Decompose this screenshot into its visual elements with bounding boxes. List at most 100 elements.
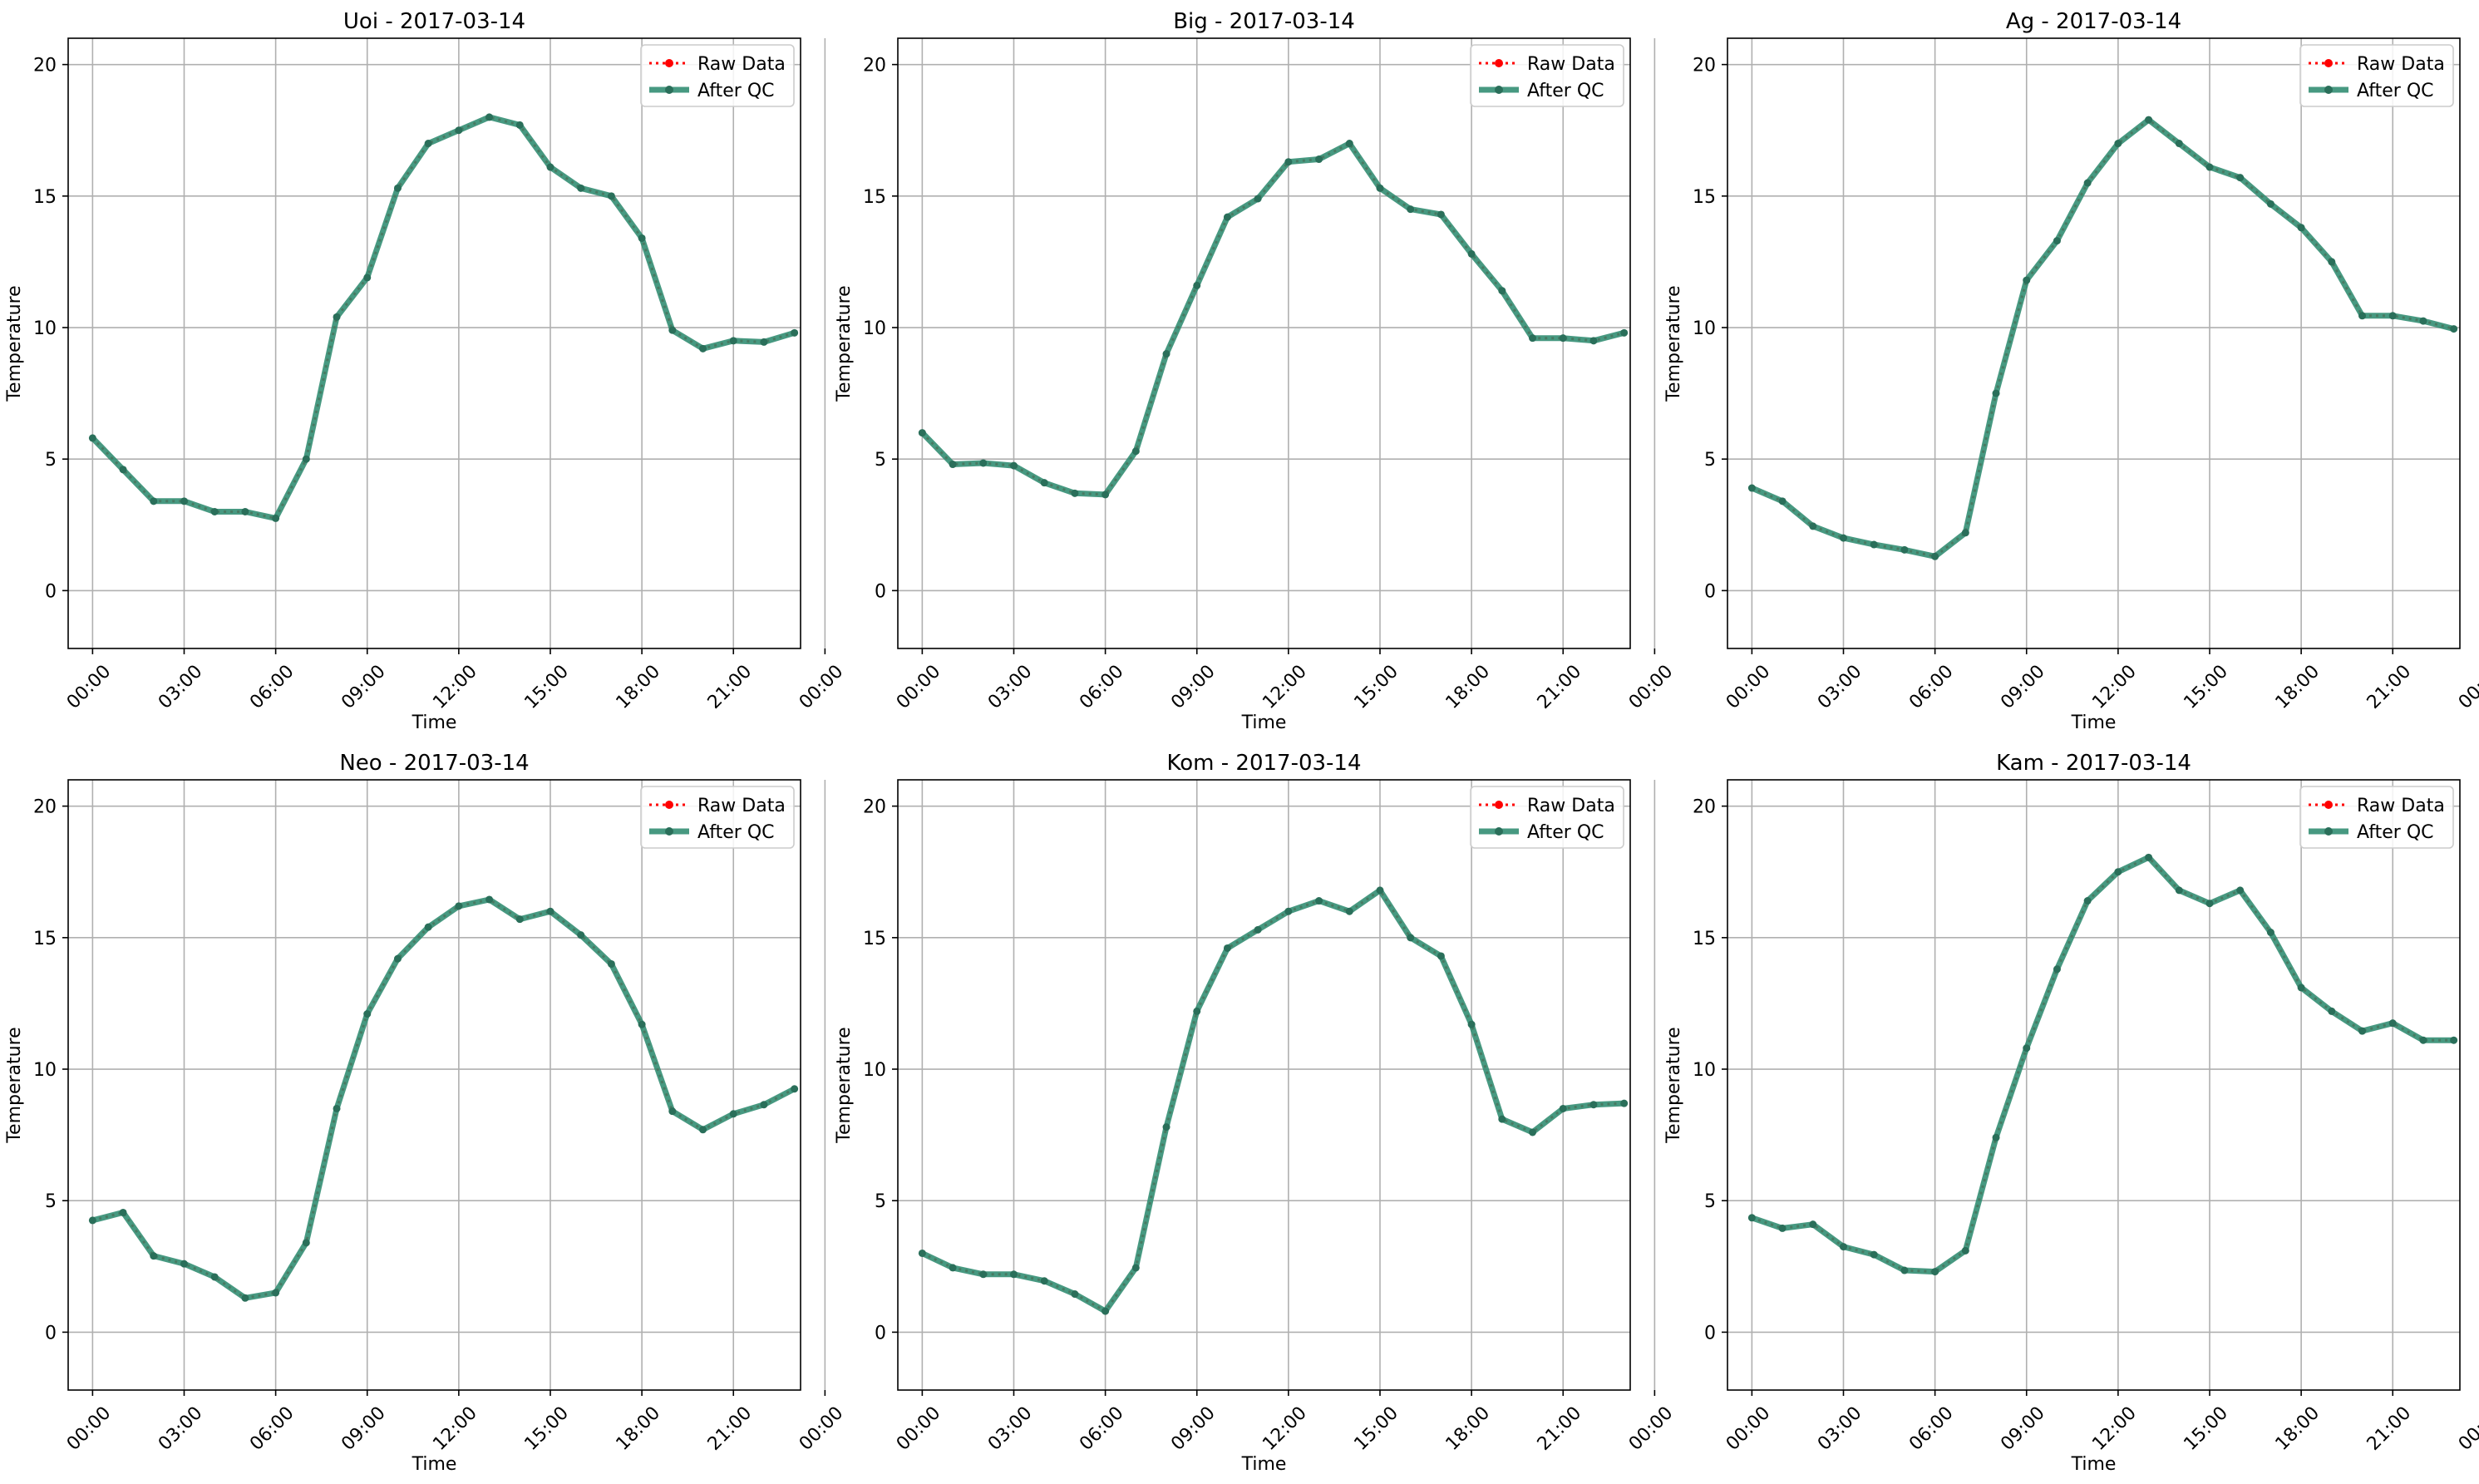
data-point-qc: [2419, 1037, 2427, 1044]
legend-marker-qc: [665, 827, 673, 836]
data-point-qc: [1346, 140, 1353, 147]
data-point-qc: [1224, 944, 1231, 952]
data-point-qc: [89, 1216, 96, 1224]
legend-marker-raw: [1495, 59, 1503, 67]
legend-marker-qc: [1495, 827, 1503, 836]
xtick-label: 21:00: [704, 661, 757, 713]
ytick-label: 0: [875, 581, 886, 602]
ytick-label: 5: [1704, 1191, 1716, 1212]
legend-marker-qc: [2324, 827, 2333, 836]
legend: Raw DataAfter QC: [1471, 786, 1624, 848]
ytick-label: 10: [863, 318, 886, 339]
data-point-qc: [485, 113, 493, 121]
data-point-qc: [1376, 185, 1383, 192]
data-point-qc: [120, 466, 127, 473]
legend-label-qc: After QC: [697, 81, 775, 101]
chart-title: Uoi - 2017-03-14: [343, 9, 525, 34]
data-point-qc: [1407, 934, 1414, 941]
xtick-label: 18:00: [1442, 661, 1495, 713]
data-point-qc: [2389, 312, 2397, 319]
x-axis-label: Time: [412, 1454, 457, 1475]
xtick-label: 21:00: [704, 1403, 757, 1455]
axes-frame: [898, 38, 1630, 648]
data-point-qc: [1529, 1128, 1536, 1136]
legend: Raw DataAfter QC: [1471, 45, 1624, 106]
ytick-label: 10: [1693, 318, 1716, 339]
data-point-qc: [2236, 886, 2244, 894]
chart-panel: 0 5 10 15 20 00:00 03:00 06:00 09:00 12:00 15:00 18…: [1663, 751, 2479, 1475]
xtick-label: 00:00: [63, 1403, 116, 1455]
axes-frame: [1727, 780, 2460, 1390]
ytick-label: 0: [1704, 1323, 1716, 1343]
xtick-label: 00:00: [796, 1403, 848, 1455]
data-point-qc: [2205, 900, 2213, 907]
ytick-label: 0: [1704, 581, 1716, 602]
data-point-qc: [730, 337, 737, 344]
data-point-qc: [1589, 1101, 1597, 1108]
data-point-qc: [546, 164, 554, 171]
xtick-label: 15:00: [1350, 1403, 1402, 1455]
data-point-qc: [455, 902, 462, 910]
ytick-label: 0: [45, 581, 57, 602]
chart-panel: 0 5 10 15 20 00:00 03:00 06:00 09:00 12:00 15:00 18…: [4, 9, 847, 733]
xtick-label: 12:00: [1259, 661, 1311, 713]
data-point-qc: [919, 1250, 926, 1257]
data-point-qc: [1809, 1220, 1816, 1228]
ytick-label: 20: [1693, 56, 1716, 76]
legend: Raw DataAfter QC: [641, 45, 794, 106]
data-point-qc: [1931, 553, 1939, 560]
y-axis-label: Temperature: [4, 285, 25, 402]
legend-marker-qc: [665, 86, 673, 94]
data-point-qc: [1498, 287, 1506, 294]
data-point-qc: [363, 274, 371, 281]
data-point-qc: [2053, 237, 2061, 244]
xtick-label: 12:00: [1259, 1403, 1311, 1455]
data-point-qc: [241, 508, 249, 515]
data-point-qc: [211, 1273, 219, 1280]
data-point-qc: [1041, 479, 1048, 486]
data-point-qc: [89, 434, 96, 441]
data-point-qc: [2084, 180, 2092, 187]
data-point-qc: [1132, 447, 1140, 455]
data-point-qc: [1840, 535, 1847, 542]
y-axis-label: Temperature: [4, 1027, 25, 1143]
data-point-qc: [425, 140, 432, 147]
xtick-label: 00:00: [796, 661, 848, 713]
data-point-qc: [1132, 1264, 1140, 1271]
data-point-qc: [546, 908, 554, 915]
xtick-label: 18:00: [2272, 661, 2324, 713]
data-point-qc: [1041, 1277, 1048, 1284]
data-point-qc: [2358, 1028, 2366, 1035]
data-point-qc: [1468, 1021, 1476, 1028]
data-point-qc: [1962, 529, 1969, 536]
series-line-raw: [1752, 857, 2453, 1271]
xtick-label: 09:00: [1997, 1403, 2049, 1455]
data-point-qc: [150, 1252, 157, 1260]
y-axis-label: Temperature: [834, 1027, 855, 1143]
data-point-qc: [1193, 1008, 1200, 1015]
xtick-label: 03:00: [984, 1403, 1037, 1455]
data-point-qc: [303, 1239, 310, 1246]
data-point-qc: [638, 1021, 646, 1028]
xtick-label: 21:00: [1534, 661, 1586, 713]
data-point-qc: [979, 459, 987, 466]
data-point-qc: [363, 1010, 371, 1018]
data-point-qc: [1437, 952, 1445, 959]
data-point-qc: [1163, 1123, 1171, 1131]
xtick-label: 00:00: [893, 1403, 945, 1455]
x-axis-label: Time: [2071, 712, 2117, 733]
data-point-qc: [1840, 1243, 1847, 1250]
xtick-label: 00:00: [893, 661, 945, 713]
legend-label-qc: After QC: [697, 822, 775, 843]
data-point-qc: [1779, 1225, 1787, 1232]
ytick-label: 5: [1704, 450, 1716, 471]
data-point-qc: [730, 1110, 737, 1117]
data-point-qc: [1809, 522, 1816, 530]
ytick-label: 10: [1693, 1060, 1716, 1081]
xtick-label: 15:00: [2180, 1403, 2232, 1455]
xtick-label: 15:00: [520, 661, 573, 713]
ytick-label: 15: [863, 929, 886, 949]
ytick-label: 5: [875, 1191, 886, 1212]
xtick-label: 15:00: [2180, 661, 2232, 713]
